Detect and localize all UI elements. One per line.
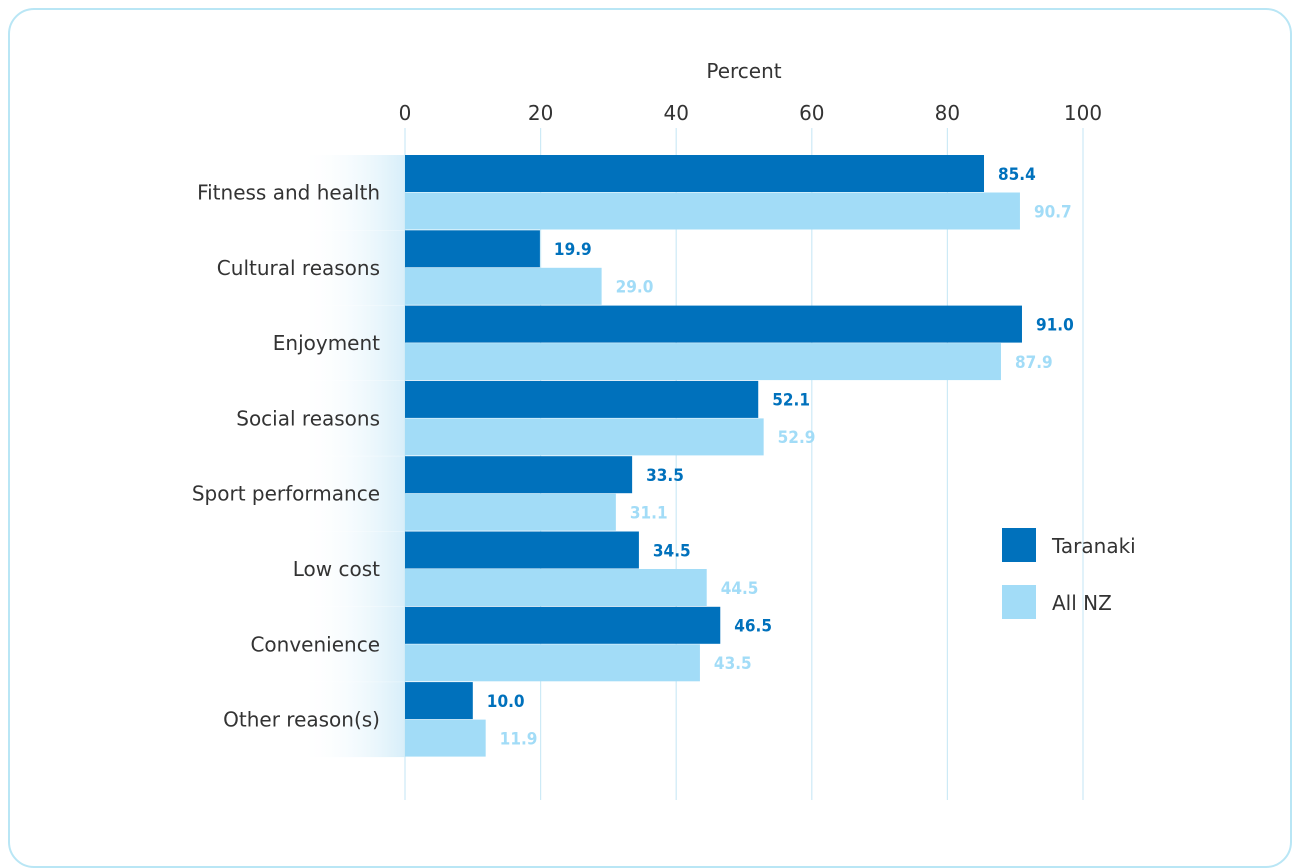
- value-label-other-reason-s-taranaki: 10.0: [487, 692, 525, 712]
- bar-sport-performance-all-nz: [405, 493, 616, 531]
- category-label-low-cost: Low cost: [293, 557, 380, 581]
- x-axis-title: Percent: [706, 59, 781, 83]
- bar-enjoyment-taranaki: [405, 305, 1022, 343]
- category-label-social-reasons: Social reasons: [236, 406, 380, 430]
- value-label-convenience-all-nz: 43.5: [714, 654, 752, 674]
- category-band-other-reason-s: [300, 682, 405, 758]
- value-label-enjoyment-all-nz: 87.9: [1015, 353, 1053, 373]
- legend-swatch-all-nz: [1002, 585, 1036, 619]
- value-label-fitness-and-health-taranaki: 85.4: [998, 165, 1036, 185]
- value-label-social-reasons-taranaki: 52.1: [772, 391, 810, 411]
- bar-cultural-reasons-all-nz: [405, 267, 602, 305]
- category-band-social-reasons: [300, 380, 405, 456]
- value-label-social-reasons-all-nz: 52.9: [778, 428, 816, 448]
- category-band-cultural-reasons: [300, 230, 405, 306]
- value-label-low-cost-taranaki: 34.5: [653, 541, 691, 561]
- bar-sport-performance-taranaki: [405, 456, 633, 494]
- bars: [405, 155, 1022, 757]
- category-label-fitness-and-health: Fitness and health: [197, 181, 380, 205]
- x-tick-label-0: 0: [399, 101, 412, 125]
- bar-convenience-taranaki: [405, 606, 721, 644]
- bar-social-reasons-taranaki: [405, 380, 759, 418]
- category-labels: Fitness and health Cultural reasons Enjoym…: [192, 181, 380, 732]
- bar-enjoyment-all-nz: [405, 343, 1001, 381]
- bar-social-reasons-all-nz: [405, 418, 764, 456]
- bar-fitness-and-health-all-nz: [405, 192, 1020, 230]
- bar-other-reason-s-all-nz: [405, 719, 486, 757]
- category-band-sport-performance: [300, 456, 405, 532]
- x-tick-label-40: 40: [663, 101, 688, 125]
- bar-other-reason-s-taranaki: [405, 682, 473, 720]
- value-label-low-cost-all-nz: 44.5: [721, 579, 759, 599]
- value-label-cultural-reasons-taranaki: 19.9: [554, 240, 592, 260]
- category-band-low-cost: [300, 531, 405, 607]
- x-tick-label-20: 20: [528, 101, 553, 125]
- category-label-other-reason-s: Other reason(s): [223, 708, 380, 732]
- category-band-convenience: [300, 606, 405, 682]
- bar-low-cost-taranaki: [405, 531, 639, 569]
- legend-swatch-taranaki: [1002, 528, 1036, 562]
- category-bands: [300, 155, 405, 758]
- bar-low-cost-all-nz: [405, 569, 707, 606]
- value-label-enjoyment-taranaki: 91.0: [1036, 315, 1074, 335]
- category-label-sport-performance: Sport performance: [192, 482, 380, 506]
- legend-label-all-nz: All NZ: [1052, 591, 1112, 615]
- value-label-other-reason-s-all-nz: 11.9: [500, 729, 538, 749]
- x-tick-label-60: 60: [799, 101, 824, 125]
- bar-convenience-all-nz: [405, 644, 700, 682]
- x-tick-label-80: 80: [935, 101, 960, 125]
- category-label-cultural-reasons: Cultural reasons: [217, 256, 380, 280]
- value-label-sport-performance-taranaki: 33.5: [646, 466, 684, 486]
- category-label-enjoyment: Enjoyment: [273, 331, 380, 355]
- category-label-convenience: Convenience: [250, 632, 380, 656]
- category-band-fitness-and-health: [300, 155, 405, 230]
- x-tick-label-100: 100: [1064, 101, 1102, 125]
- bar-chart: 85.4 90.7 19.9 29.0 91.0 87.9 52.1 52.9 33.5 31.1…: [192, 59, 1136, 800]
- value-labels: 85.4 90.7 19.9 29.0 91.0 87.9 52.1 52.9 33.5 31.1…: [487, 165, 1074, 750]
- value-label-sport-performance-all-nz: 31.1: [630, 503, 668, 523]
- value-label-convenience-taranaki: 46.5: [734, 617, 772, 637]
- bar-cultural-reasons-taranaki: [405, 230, 540, 268]
- legend: Taranaki All NZ: [1002, 528, 1136, 619]
- value-label-cultural-reasons-all-nz: 29.0: [616, 278, 654, 298]
- bar-fitness-and-health-taranaki: [405, 155, 985, 192]
- category-band-enjoyment: [300, 305, 405, 381]
- x-axis-ticks: 0 20 40 60 80 100: [399, 101, 1102, 125]
- legend-label-taranaki: Taranaki: [1051, 534, 1136, 558]
- value-label-fitness-and-health-all-nz: 90.7: [1034, 202, 1072, 222]
